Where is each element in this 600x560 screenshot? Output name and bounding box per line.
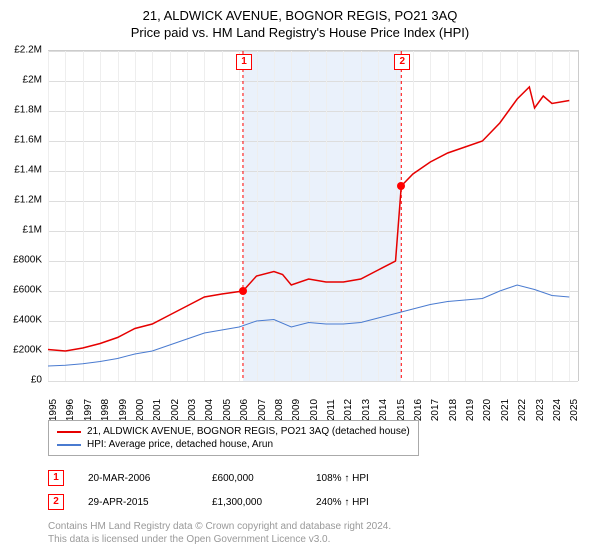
y-tick-label: £1.8M	[14, 105, 42, 116]
x-tick-label: 2000	[135, 399, 146, 421]
sale-row-marker: 2	[48, 494, 64, 510]
y-tick-label: £600K	[13, 285, 42, 296]
chart-container: 21, ALDWICK AVENUE, BOGNOR REGIS, PO21 3…	[0, 0, 600, 560]
series-hpi	[48, 285, 569, 366]
x-tick-label: 2002	[170, 399, 181, 421]
x-tick-label: 2017	[430, 399, 441, 421]
legend-label: HPI: Average price, detached house, Arun	[87, 439, 273, 450]
x-tick-label: 1998	[100, 399, 111, 421]
y-tick-label: £200K	[13, 345, 42, 356]
sale-date: 29-APR-2015	[88, 497, 188, 508]
x-tick-label: 2012	[343, 399, 354, 421]
titles: 21, ALDWICK AVENUE, BOGNOR REGIS, PO21 3…	[0, 0, 600, 40]
y-tick-label: £2M	[23, 75, 42, 86]
legend: 21, ALDWICK AVENUE, BOGNOR REGIS, PO21 3…	[48, 420, 419, 456]
plot-area	[48, 50, 579, 381]
x-tick-label: 2005	[222, 399, 233, 421]
x-tick-label: 2015	[396, 399, 407, 421]
legend-item: 21, ALDWICK AVENUE, BOGNOR REGIS, PO21 3…	[57, 425, 410, 438]
y-tick-label: £1M	[23, 225, 42, 236]
y-tick-label: £0	[31, 375, 42, 386]
legend-label: 21, ALDWICK AVENUE, BOGNOR REGIS, PO21 3…	[87, 426, 410, 437]
x-tick-label: 2018	[448, 399, 459, 421]
x-tick-label: 2009	[291, 399, 302, 421]
x-tick-label: 1996	[65, 399, 76, 421]
y-tick-label: £400K	[13, 315, 42, 326]
x-tick-label: 2019	[465, 399, 476, 421]
x-tick-label: 2004	[204, 399, 215, 421]
x-tick-label: 2025	[569, 399, 580, 421]
x-tick-label: 2008	[274, 399, 285, 421]
x-tick-label: 2022	[517, 399, 528, 421]
x-tick-label: 2020	[482, 399, 493, 421]
sale-marker-1: 1	[236, 54, 252, 70]
footer-line2: This data is licensed under the Open Gov…	[48, 533, 391, 546]
y-tick-label: £800K	[13, 255, 42, 266]
series-property	[48, 87, 569, 351]
y-tick-label: £1.6M	[14, 135, 42, 146]
x-tick-label: 2011	[326, 399, 337, 421]
y-axis-labels: £0£200K£400K£600K£800K£1M£1.2M£1.4M£1.6M…	[0, 50, 46, 380]
x-tick-label: 2006	[239, 399, 250, 421]
y-tick-label: £1.4M	[14, 165, 42, 176]
x-tick-label: 2007	[257, 399, 268, 421]
chart-title: 21, ALDWICK AVENUE, BOGNOR REGIS, PO21 3…	[0, 8, 600, 23]
sale-hpi: 240% ↑ HPI	[316, 497, 396, 508]
chart-svg	[48, 51, 578, 381]
x-tick-label: 1995	[48, 399, 59, 421]
legend-item: HPI: Average price, detached house, Arun	[57, 438, 410, 451]
sale-dot	[397, 182, 405, 190]
sale-row: 2 29-APR-2015 £1,300,000 240% ↑ HPI	[48, 490, 396, 514]
y-tick-label: £2.2M	[14, 45, 42, 56]
x-tick-label: 1999	[118, 399, 129, 421]
x-tick-label: 1997	[83, 399, 94, 421]
footer-line1: Contains HM Land Registry data © Crown c…	[48, 520, 391, 533]
sales-table: 1 20-MAR-2006 £600,000 108% ↑ HPI 2 29-APR-20…	[48, 466, 396, 514]
sale-marker-2: 2	[394, 54, 410, 70]
sale-row-marker: 1	[48, 470, 64, 486]
x-tick-label: 2021	[500, 399, 511, 421]
sale-row: 1 20-MAR-2006 £600,000 108% ↑ HPI	[48, 466, 396, 490]
x-tick-label: 2014	[378, 399, 389, 421]
x-tick-label: 2024	[552, 399, 563, 421]
x-tick-label: 2016	[413, 399, 424, 421]
sale-price: £600,000	[212, 473, 292, 484]
x-tick-label: 2023	[535, 399, 546, 421]
x-axis-labels: 1995 1996 1997 1998 1999 2000 2001 2002 2003 2004…	[48, 382, 578, 422]
footer: Contains HM Land Registry data © Crown c…	[48, 520, 391, 546]
sale-hpi: 108% ↑ HPI	[316, 473, 396, 484]
x-tick-label: 2013	[361, 399, 372, 421]
legend-swatch	[57, 444, 81, 446]
x-tick-label: 2010	[309, 399, 320, 421]
x-tick-label: 2001	[152, 399, 163, 421]
sale-price: £1,300,000	[212, 497, 292, 508]
y-tick-label: £1.2M	[14, 195, 42, 206]
legend-swatch	[57, 431, 81, 433]
x-tick-label: 2003	[187, 399, 198, 421]
chart-subtitle: Price paid vs. HM Land Registry's House …	[0, 25, 600, 40]
sale-dot	[239, 287, 247, 295]
sale-date: 20-MAR-2006	[88, 473, 188, 484]
